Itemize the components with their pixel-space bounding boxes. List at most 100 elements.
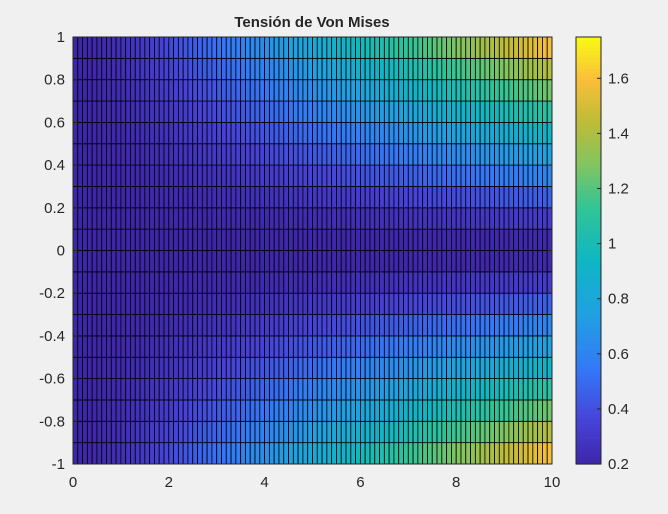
heatmap-cell — [197, 122, 203, 145]
colorbar: 1.61.41.210.80.60.40.2 — [575, 36, 629, 473]
colorbar-segment — [576, 101, 601, 106]
heatmap-cell — [527, 356, 534, 380]
heatmap-cell — [359, 250, 366, 273]
heatmap-cell — [264, 207, 270, 230]
heatmap-cell — [316, 143, 323, 166]
heatmap-cell — [474, 186, 481, 209]
heatmap-cell — [101, 186, 107, 209]
heatmap-cell — [254, 271, 261, 294]
heatmap-cell — [518, 228, 524, 251]
heatmap-cell — [364, 186, 371, 209]
heatmap-cell — [336, 79, 342, 102]
heatmap-cell — [158, 356, 165, 380]
heatmap-cell — [508, 442, 515, 465]
heatmap-cell — [297, 399, 304, 422]
heatmap-cell — [470, 250, 476, 273]
heatmap-cell — [149, 186, 155, 209]
heatmap-cell — [288, 228, 294, 251]
heatmap-cell — [422, 100, 428, 123]
heatmap-cell — [168, 122, 174, 145]
heatmap-cell — [513, 100, 519, 123]
heatmap-cell — [508, 356, 515, 380]
y-tick-label: 0.6 — [44, 114, 65, 131]
heatmap-cell — [134, 100, 141, 123]
heatmap-cell — [72, 356, 79, 380]
heatmap-cell — [494, 207, 500, 230]
heatmap-cell — [163, 122, 170, 145]
colorbar-segment — [576, 268, 601, 273]
heatmap-cell — [393, 420, 400, 444]
heatmap-cell — [297, 164, 304, 187]
heatmap-cell — [278, 36, 285, 59]
heatmap-cell — [532, 143, 539, 166]
heatmap-cell — [460, 207, 467, 230]
heatmap-cell — [518, 399, 524, 422]
colorbar-segment — [576, 303, 601, 309]
colorbar-segment — [576, 90, 601, 95]
colorbar-segment — [576, 371, 601, 376]
heatmap-cell — [398, 122, 404, 145]
heatmap-cell — [398, 36, 404, 59]
heatmap-cell — [197, 79, 203, 102]
heatmap-cell — [441, 207, 448, 230]
heatmap-cell — [369, 271, 376, 294]
heatmap-cell — [120, 442, 127, 465]
x-tick-label: 8 — [452, 474, 460, 491]
heatmap-cell — [436, 292, 443, 315]
heatmap-cell — [494, 143, 500, 166]
heatmap-cell — [82, 100, 88, 123]
colorbar-segment — [576, 446, 601, 451]
heatmap-cell — [82, 79, 88, 102]
heatmap-cell — [522, 378, 529, 401]
heatmap-cell — [221, 250, 227, 273]
heatmap-cell — [197, 356, 203, 380]
heatmap-cell — [393, 122, 400, 145]
heatmap-cell — [297, 378, 304, 401]
heatmap-cell — [182, 100, 189, 123]
heatmap-cell — [120, 57, 127, 81]
heatmap-cell — [479, 378, 486, 401]
heatmap-cell — [192, 250, 198, 273]
heatmap-cell — [388, 186, 395, 209]
heatmap-cell — [259, 122, 265, 145]
heatmap-cell — [125, 100, 131, 123]
colorbar-segment — [576, 97, 601, 102]
heatmap-cell — [120, 420, 127, 444]
heatmap-cell — [235, 335, 242, 358]
heatmap-cell — [340, 143, 347, 166]
heatmap-cell — [144, 292, 151, 315]
heatmap-cell — [331, 100, 337, 123]
heatmap-cell — [187, 36, 194, 59]
heatmap-cell — [479, 335, 486, 358]
heatmap-cell — [470, 228, 476, 251]
heatmap-cell — [470, 442, 476, 465]
heatmap-cell — [77, 57, 83, 81]
heatmap-cell — [470, 271, 476, 294]
heatmap-cell — [177, 314, 184, 337]
heatmap-cell — [451, 36, 457, 59]
heatmap-cell — [182, 250, 189, 273]
heatmap-cell — [264, 292, 270, 315]
heatmap-cell — [489, 207, 495, 230]
heatmap-cell — [513, 57, 519, 81]
heatmap-cell — [77, 79, 83, 102]
heatmap-cell — [321, 314, 328, 337]
heatmap-cell — [106, 100, 112, 123]
heatmap-cell — [321, 271, 328, 294]
heatmap-cell — [451, 100, 457, 123]
heatmap-cell — [77, 335, 83, 358]
heatmap-cell — [302, 186, 309, 209]
heatmap-cell — [398, 442, 404, 465]
heatmap-cell — [302, 228, 309, 251]
heatmap-cell — [72, 79, 79, 102]
heatmap-cell — [489, 186, 495, 209]
heatmap-cell — [278, 186, 285, 209]
heatmap-cell — [484, 399, 491, 422]
heatmap-cell — [336, 100, 342, 123]
colorbar-segment — [576, 111, 601, 116]
heatmap-cell — [288, 57, 294, 81]
heatmap-cell — [240, 250, 246, 273]
heatmap-cell — [230, 122, 237, 145]
heatmap-cell — [388, 420, 395, 444]
heatmap-cell — [350, 292, 357, 315]
